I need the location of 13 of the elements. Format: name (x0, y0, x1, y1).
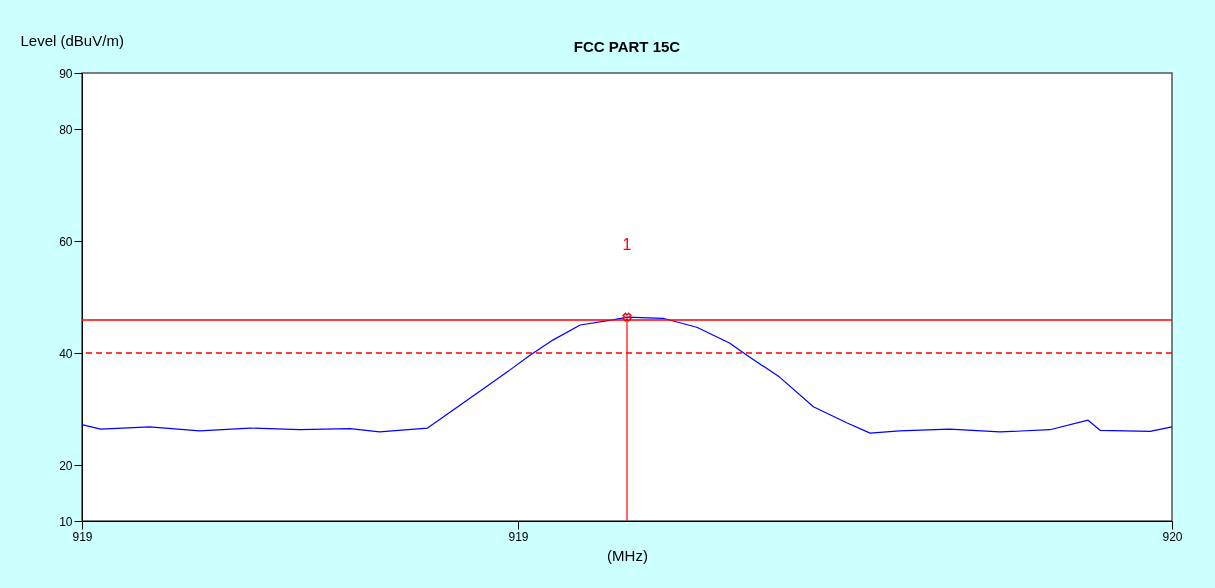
y-tick-label: 80 (59, 122, 73, 137)
y-tick-label: 60 (59, 234, 73, 249)
x-axis-title: (MHz) (607, 546, 648, 564)
y-tick-label: 10 (59, 514, 73, 529)
y-tick-label: 20 (59, 458, 73, 473)
y-tick-label: 90 (59, 66, 73, 81)
annotation: 1 (622, 236, 632, 254)
x-tick-label: 920 (1162, 529, 1183, 544)
x-tick-label: 919 (508, 529, 529, 544)
y-tick-label: 40 (59, 346, 73, 361)
x-tick-label: 919 (72, 529, 93, 544)
y-axis-title: Level (dBuV/m) (20, 31, 124, 49)
chart-title: FCC PART 15C (573, 38, 681, 55)
